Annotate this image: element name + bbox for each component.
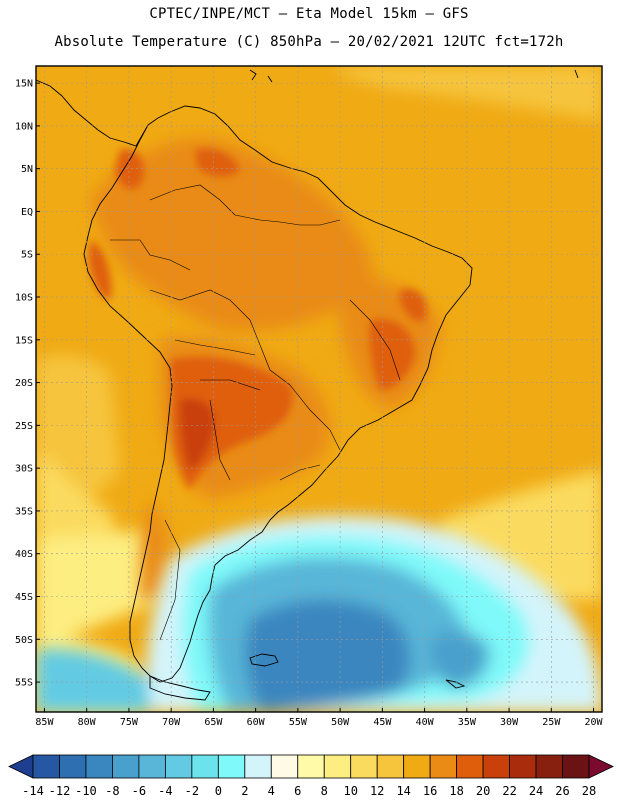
lat-label: 20S <box>15 378 33 389</box>
colorbar-label: 22 <box>502 784 516 798</box>
lat-label: 15N <box>15 79 33 90</box>
lat-label: 45S <box>15 592 33 603</box>
colorbar-swatch <box>270 754 299 779</box>
colorbar-swatch <box>297 754 325 779</box>
colorbar-swatch <box>217 754 246 779</box>
colorbar-label: 12 <box>370 784 384 798</box>
lat-label: 10N <box>15 121 33 132</box>
lat-label: 55S <box>15 678 33 689</box>
colorbar-swatch <box>191 754 219 779</box>
colorbar-under-arrow <box>8 754 34 779</box>
latitude-labels: 15N 10N 5N EQ 5S 10S 15S 20S 25S 30S 35S 40S 45S 50S 5… <box>15 79 40 689</box>
lat-label: 5S <box>21 250 33 261</box>
colorbar-label: 0 <box>215 784 222 798</box>
lon-label: 55W <box>289 717 308 728</box>
colorbar-swatch <box>244 754 272 779</box>
temperature-colorbar: -14 -12 -10 -8 -6 -4 -2 0 2 4 6 8 10 12 14 16 18 20 22 24 26… <box>8 754 614 798</box>
colorbar-over-arrow <box>588 754 614 779</box>
colorbar-swatch <box>509 754 537 779</box>
lon-label: 45W <box>373 717 392 728</box>
falkland-islands <box>249 653 279 667</box>
colorbar-label: 8 <box>321 784 328 798</box>
country-borders <box>110 184 401 641</box>
colorbar-swatch <box>350 754 378 779</box>
colorbar-label: -14 <box>22 784 44 798</box>
colorbar-label: 2 <box>241 784 248 798</box>
colorbar-swatch <box>456 754 484 779</box>
south-georgia <box>445 679 466 689</box>
lon-label: 35W <box>458 717 477 728</box>
lon-label: 20W <box>585 717 604 728</box>
lon-label: 40W <box>416 717 435 728</box>
lat-label: 35S <box>15 506 33 517</box>
colorbar-label: 26 <box>555 784 569 798</box>
colorbar-label: -10 <box>75 784 97 798</box>
colorbar-label: 24 <box>529 784 543 798</box>
colorbar-label: 6 <box>294 784 301 798</box>
central-america-coastline <box>36 79 149 147</box>
map-title-line-2: Absolute Temperature (C) 850hPa – 20/02/… <box>54 34 564 50</box>
colorbar-swatch <box>164 754 193 779</box>
lon-label: 30W <box>500 717 519 728</box>
colorbar-label: 14 <box>396 784 410 798</box>
colorbar-swatch <box>562 754 590 779</box>
colorbar-label: -4 <box>158 784 172 798</box>
lon-label: 70W <box>162 717 181 728</box>
lon-label: 50W <box>331 717 350 728</box>
colorbar-swatch <box>138 754 166 779</box>
colorbar-label: 28 <box>582 784 596 798</box>
colorbar-swatch <box>59 754 87 779</box>
south-america-coastline <box>83 105 473 683</box>
lat-lon-grid <box>36 66 602 712</box>
colorbar-swatch <box>323 754 352 779</box>
lat-label: 15S <box>15 335 33 346</box>
lon-label: 65W <box>204 717 223 728</box>
lat-label: 40S <box>15 549 33 560</box>
colorbar-label: -6 <box>132 784 146 798</box>
temperature-field <box>36 66 602 712</box>
colorbar-label: 16 <box>423 784 437 798</box>
lat-label: 5N <box>21 164 33 175</box>
colorbar-swatch <box>535 754 563 779</box>
colorbar-swatch <box>482 754 510 779</box>
colorbar-label: 10 <box>343 784 357 798</box>
longitude-labels: 85W 80W 75W 70W 65W 60W 55W 50W 45W 40W 35W 30W 25W 2… <box>35 708 604 728</box>
map-frame <box>35 65 603 713</box>
lat-label: 10S <box>15 293 33 304</box>
lat-label: 30S <box>15 464 33 475</box>
colorbar-label: -2 <box>185 784 199 798</box>
colorbar-swatch <box>32 754 60 779</box>
colorbar-label: 4 <box>268 784 275 798</box>
colorbar-swatch <box>85 754 113 779</box>
colorbar-swatch <box>112 754 140 779</box>
lon-label: 60W <box>247 717 266 728</box>
colorbar-label: -12 <box>49 784 71 798</box>
tierra-del-fuego <box>149 675 211 701</box>
lon-label: 75W <box>120 717 139 728</box>
map-title-line-1: CPTEC/INPE/MCT – Eta Model 15km – GFS <box>149 6 469 22</box>
colorbar-swatch <box>429 754 458 779</box>
caribbean-islands <box>249 69 579 83</box>
lon-label: 25W <box>542 717 561 728</box>
colorbar-label: 18 <box>449 784 463 798</box>
lat-label: 50S <box>15 635 33 646</box>
lon-label: 85W <box>35 717 54 728</box>
colorbar-swatch <box>403 754 431 779</box>
colorbar-swatch <box>376 754 405 779</box>
colorbar-label: 20 <box>476 784 490 798</box>
lat-label: 25S <box>15 421 33 432</box>
colorbar-label: -8 <box>105 784 119 798</box>
lat-label: EQ <box>21 207 33 218</box>
lon-label: 80W <box>78 717 97 728</box>
coastline-layer <box>36 69 579 701</box>
